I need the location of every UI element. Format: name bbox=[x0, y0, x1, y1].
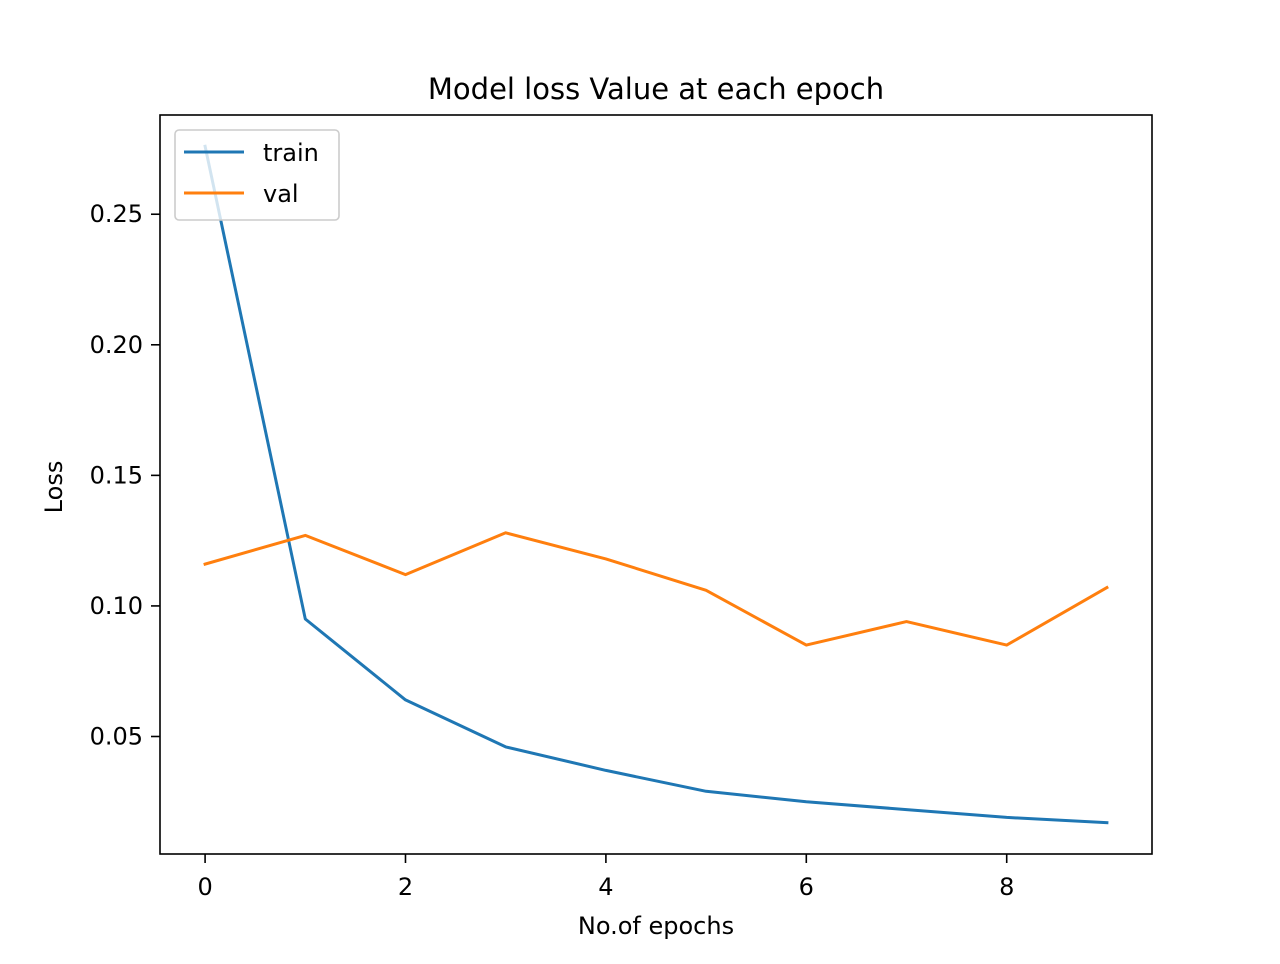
x-tick-label: 0 bbox=[197, 873, 212, 901]
x-tick-label: 2 bbox=[398, 873, 413, 901]
plot-area-frame bbox=[159, 114, 1153, 855]
series-layer bbox=[203, 144, 1109, 825]
y-tick-label: 0.05 bbox=[90, 722, 143, 750]
legend: train val bbox=[174, 129, 340, 221]
y-axis-title: Loss bbox=[40, 461, 68, 514]
x-axis-ticks: 0 2 4 6 8 bbox=[197, 854, 1014, 901]
x-tick-label: 8 bbox=[999, 873, 1014, 901]
y-tick-label: 0.15 bbox=[90, 461, 143, 489]
y-tick-label: 0.20 bbox=[90, 331, 143, 359]
legend-label-val: val bbox=[263, 180, 299, 208]
y-tick-label: 0.25 bbox=[90, 200, 143, 228]
chart-title: Model loss Value at each epoch bbox=[428, 72, 884, 106]
y-axis-ticks: 0.05 0.10 0.15 0.20 0.25 bbox=[90, 200, 160, 750]
series-line-val bbox=[203, 531, 1109, 647]
series-line-train bbox=[203, 144, 1109, 825]
y-tick-label: 0.10 bbox=[90, 592, 143, 620]
legend-label-train: train bbox=[263, 139, 319, 167]
x-tick-label: 4 bbox=[598, 873, 613, 901]
x-axis-title: No.of epochs bbox=[578, 912, 734, 940]
x-tick-label: 6 bbox=[799, 873, 814, 901]
